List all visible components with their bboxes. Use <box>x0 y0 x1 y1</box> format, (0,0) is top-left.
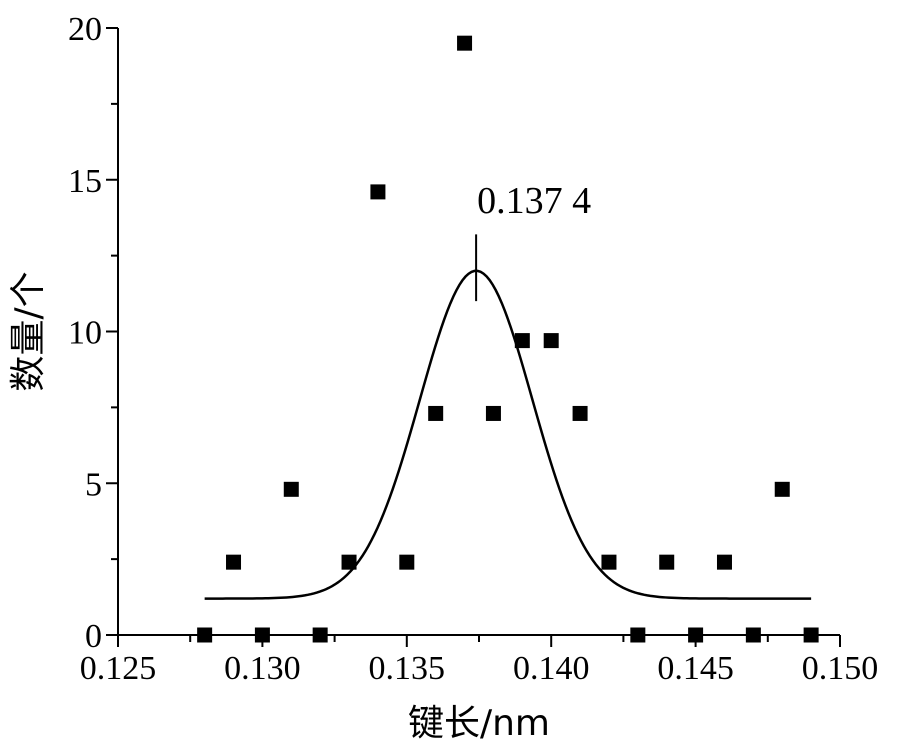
y-tick-label: 15 <box>68 163 102 200</box>
data-point <box>688 627 704 643</box>
data-point <box>341 554 357 570</box>
data-point <box>312 627 328 643</box>
y-axis-label: 数量/个 <box>8 271 49 391</box>
fit-curve-layer <box>204 269 812 600</box>
x-tick-label: 0.125 <box>80 650 157 687</box>
y-tick-label: 20 <box>68 11 102 48</box>
data-point <box>254 627 270 643</box>
data-point <box>803 627 819 643</box>
data-point <box>572 405 588 421</box>
data-point <box>745 627 761 643</box>
data-point <box>659 554 675 570</box>
y-tick-label: 0 <box>85 618 102 655</box>
peak-annotation: 0.137 4 <box>477 180 591 222</box>
data-point <box>283 481 299 497</box>
data-point <box>514 333 530 349</box>
fit-curve <box>204 269 812 600</box>
data-point <box>543 333 559 349</box>
x-tick-label: 0.145 <box>657 650 734 687</box>
data-point <box>226 554 242 570</box>
x-tick-label: 0.135 <box>369 650 446 687</box>
x-tick-label: 0.150 <box>802 650 879 687</box>
data-point <box>197 627 213 643</box>
data-point <box>428 405 444 421</box>
x-tick-label: 0.140 <box>513 650 590 687</box>
data-point <box>399 554 415 570</box>
data-point <box>630 627 646 643</box>
y-tick-label: 5 <box>85 466 102 503</box>
x-axis-label: 键长/nm <box>408 703 550 744</box>
data-point <box>774 481 790 497</box>
x-tick-label: 0.130 <box>224 650 301 687</box>
data-point <box>716 554 732 570</box>
data-point <box>370 184 386 200</box>
data-point <box>485 405 501 421</box>
data-point <box>601 554 617 570</box>
data-point <box>457 35 473 51</box>
y-tick-label: 10 <box>68 315 102 352</box>
axes: 0.125 0.130 0.135 0.140 0.145 0.150 0 5 10 15 20 <box>68 11 878 687</box>
annotation-layer: 0.137 4 <box>475 180 591 302</box>
data-points <box>197 35 819 643</box>
